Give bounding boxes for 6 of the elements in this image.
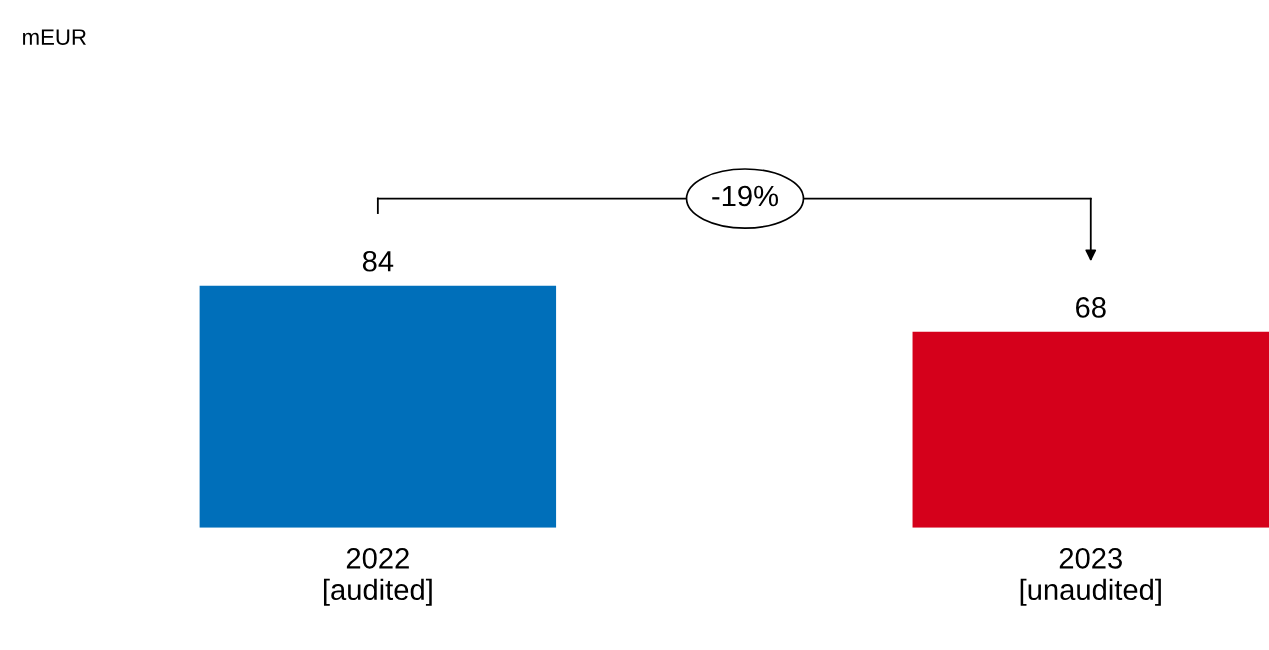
x-tick-label: 2022 [audited] — [323, 548, 432, 606]
text: mEUR — [23, 29, 86, 45]
text: -19% — [712, 185, 779, 207]
data-label: 84 — [362, 250, 394, 272]
x-tick-label: 2023 [unaudited] — [1020, 548, 1161, 606]
data-label: 68 — [1076, 297, 1106, 318]
